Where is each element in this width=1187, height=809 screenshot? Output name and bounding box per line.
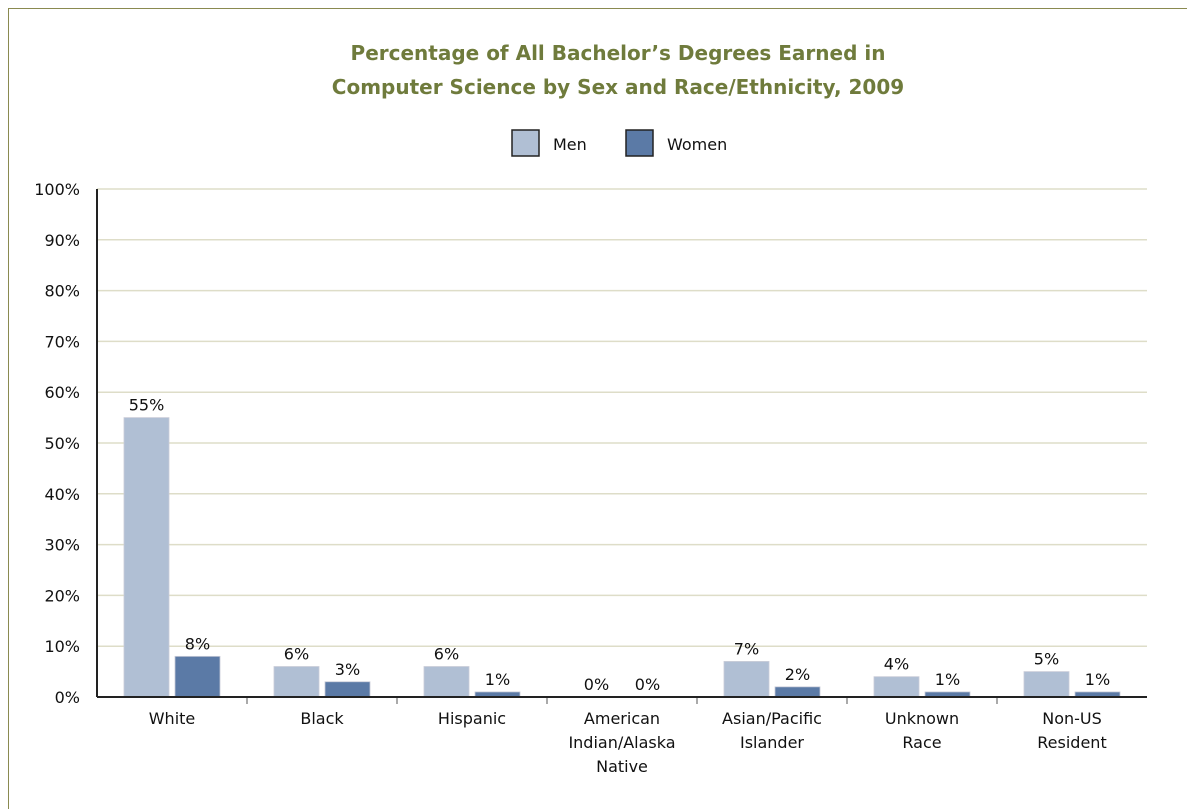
x-tick-label: American Indian/Alaska Native bbox=[568, 709, 676, 776]
y-tick-label: 90% bbox=[44, 231, 80, 250]
x-tick-label: Hispanic bbox=[437, 709, 507, 728]
bar bbox=[273, 666, 320, 698]
value-label: 8% bbox=[185, 634, 210, 653]
value-label: 0% bbox=[584, 675, 609, 694]
value-label: 3% bbox=[335, 660, 360, 679]
y-tick-label: 10% bbox=[44, 637, 80, 656]
x-tick-label: Unknown Race bbox=[884, 709, 960, 752]
bar bbox=[423, 666, 470, 698]
y-tick-label: 70% bbox=[44, 332, 80, 351]
value-label: 7% bbox=[734, 639, 759, 658]
value-label: 4% bbox=[884, 655, 909, 674]
y-tick-label: 50% bbox=[44, 434, 80, 453]
legend-label: Women bbox=[667, 135, 727, 154]
bar bbox=[324, 681, 371, 698]
y-tick-label: 80% bbox=[44, 282, 80, 301]
value-label: 1% bbox=[1085, 670, 1110, 689]
x-tick-label: White bbox=[148, 709, 196, 728]
value-label: 1% bbox=[935, 670, 960, 689]
frame bbox=[8, 8, 1187, 809]
bar bbox=[1023, 671, 1070, 698]
bar bbox=[174, 655, 221, 698]
x-tick-label: Non-US Resident bbox=[1037, 709, 1107, 752]
value-label: 55% bbox=[129, 396, 165, 415]
bar bbox=[873, 676, 920, 698]
legend-swatch bbox=[511, 129, 540, 157]
x-tick-label: Black bbox=[300, 709, 344, 728]
y-tick-label: 100% bbox=[34, 180, 80, 199]
legend-swatch bbox=[625, 129, 654, 157]
value-label: 2% bbox=[785, 665, 810, 684]
value-label: 6% bbox=[434, 645, 459, 664]
value-label: 0% bbox=[635, 675, 660, 694]
bar bbox=[723, 661, 770, 698]
y-tick-label: 40% bbox=[44, 485, 80, 504]
chart-title: Percentage of All Bachelor’s Degrees Ear… bbox=[331, 41, 905, 99]
y-tick-label: 30% bbox=[44, 536, 80, 555]
bar bbox=[774, 686, 821, 698]
y-tick-label: 20% bbox=[44, 586, 80, 605]
y-tick-label: 60% bbox=[44, 383, 80, 402]
x-tick-label: Asian/Pacific Islander bbox=[722, 709, 822, 752]
legend-label: Men bbox=[553, 135, 587, 154]
bar bbox=[123, 417, 170, 698]
value-label: 5% bbox=[1034, 650, 1059, 669]
value-label: 1% bbox=[485, 670, 510, 689]
value-label: 6% bbox=[284, 645, 309, 664]
y-tick-label: 0% bbox=[55, 688, 80, 707]
